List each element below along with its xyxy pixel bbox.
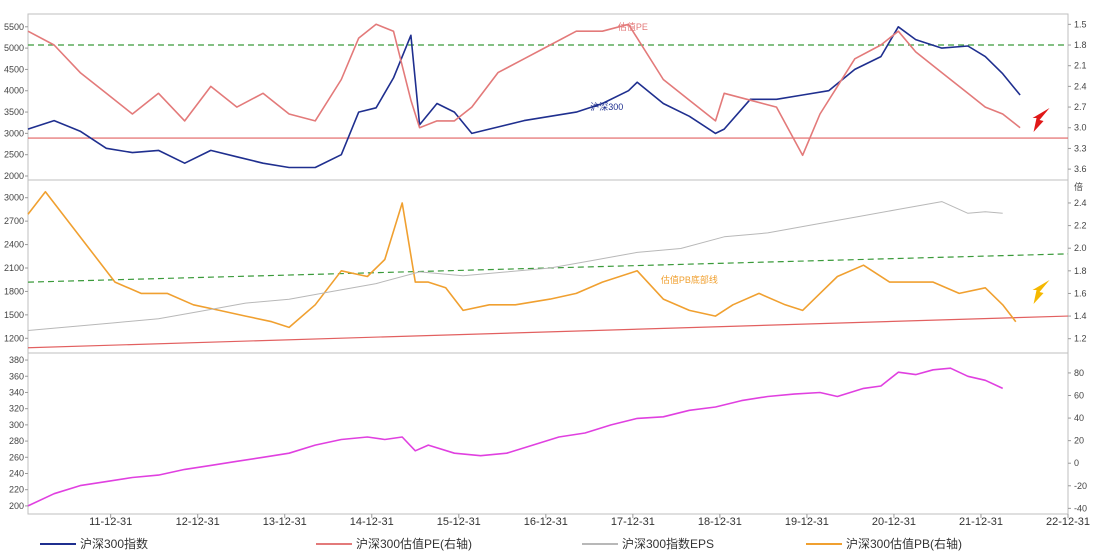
series-line-1-0 xyxy=(27,190,1017,329)
chart-annotation: 沪深300 xyxy=(590,101,623,112)
left-tick-label: 380 xyxy=(9,355,24,365)
right-tick-label: 3.0 xyxy=(1074,123,1087,133)
left-tick-label: 2400 xyxy=(4,240,24,250)
x-tick-label: 22-12-31 xyxy=(1046,516,1090,528)
x-tick-label: 17-12-31 xyxy=(611,516,655,528)
left-tick-label: 2700 xyxy=(4,216,24,226)
left-tick-label: 3000 xyxy=(4,128,24,138)
x-tick-label: 21-12-31 xyxy=(959,516,1003,528)
x-tick-label: 15-12-31 xyxy=(437,516,481,528)
x-tick-label: 20-12-31 xyxy=(872,516,916,528)
right-tick-label: 0 xyxy=(1074,458,1079,468)
left-tick-label: 4000 xyxy=(4,86,24,96)
left-tick-label: 1200 xyxy=(4,333,24,343)
left-tick-label: 320 xyxy=(9,404,24,414)
right-tick-label: -20 xyxy=(1074,481,1087,491)
left-tick-label: 2500 xyxy=(4,150,24,160)
x-tick-label: 16-12-31 xyxy=(524,516,568,528)
callout-arrow-icon xyxy=(1032,280,1050,304)
legend-label: 沪深300指数 xyxy=(80,536,148,551)
right-tick-label: 1.5 xyxy=(1074,19,1087,29)
right-tick-label: 2.1 xyxy=(1074,61,1087,71)
plot-frame xyxy=(27,13,1069,515)
right-tick-label: -40 xyxy=(1074,503,1087,513)
x-tick-label: 19-12-31 xyxy=(785,516,829,528)
right-tick-label: 2.0 xyxy=(1074,243,1087,253)
left-tick-label: 5500 xyxy=(4,22,24,32)
legend-label: 沪深300估值PB(右轴) xyxy=(846,536,962,551)
left-tick-label: 1500 xyxy=(4,310,24,320)
left-tick-label: 300 xyxy=(9,420,24,430)
left-tick-label: 220 xyxy=(9,485,24,495)
left-tick-label: 340 xyxy=(9,387,24,397)
chart-annotation: 估值PB底部线 xyxy=(661,274,718,285)
right-tick-label: 60 xyxy=(1074,391,1084,401)
legend-label: 沪深300估值PE(右轴) xyxy=(356,536,472,551)
chart-annotation: 估值PE xyxy=(618,21,648,32)
left-tick-label: 1800 xyxy=(4,286,24,296)
right-tick-label: 1.4 xyxy=(1074,311,1087,321)
series-line-0-1 xyxy=(27,23,1021,157)
left-tick-label: 260 xyxy=(9,452,24,462)
left-tick-label: 280 xyxy=(9,436,24,446)
right-tick-label: 1.8 xyxy=(1074,40,1087,50)
x-tick-label: 11-12-31 xyxy=(89,516,132,528)
right-tick-label: 3.3 xyxy=(1074,143,1087,153)
x-tick-label: 14-12-31 xyxy=(350,516,394,528)
left-tick-label: 2100 xyxy=(4,263,24,273)
series-line-1-1 xyxy=(27,201,1003,331)
right-tick-label: 20 xyxy=(1074,436,1084,446)
left-tick-label: 2000 xyxy=(4,171,24,181)
left-tick-label: 360 xyxy=(9,371,24,381)
left-tick-label: 5000 xyxy=(4,43,24,53)
right-tick-label: 40 xyxy=(1074,413,1084,423)
series-line-2-0 xyxy=(27,367,1004,507)
left-tick-label: 240 xyxy=(9,468,24,478)
right-tick-label: 2.2 xyxy=(1074,221,1087,231)
series-line-0-0 xyxy=(27,26,1021,169)
right-tick-label: 2.7 xyxy=(1074,102,1087,112)
left-tick-label: 3500 xyxy=(4,107,24,117)
legend-label: 沪深300指数EPS xyxy=(622,536,714,551)
right-tick-label: 2.4 xyxy=(1074,198,1087,208)
callout-arrow-icon xyxy=(1032,108,1050,132)
right-tick-label: 1.8 xyxy=(1074,266,1087,276)
x-tick-label: 13-12-31 xyxy=(263,516,307,528)
right-tick-label: 1.6 xyxy=(1074,288,1087,298)
left-tick-label: 4500 xyxy=(4,64,24,74)
right-axis-label: 倍 xyxy=(1074,181,1083,192)
right-tick-label: 80 xyxy=(1074,368,1084,378)
reference-line xyxy=(27,315,1069,349)
left-tick-label: 3000 xyxy=(4,193,24,203)
right-tick-label: 2.4 xyxy=(1074,81,1087,91)
left-tick-label: 200 xyxy=(9,501,24,511)
right-tick-label: 1.2 xyxy=(1074,334,1087,344)
x-tick-label: 12-12-31 xyxy=(176,516,220,528)
right-tick-label: 3.6 xyxy=(1074,164,1087,174)
x-tick-label: 18-12-31 xyxy=(698,516,742,528)
